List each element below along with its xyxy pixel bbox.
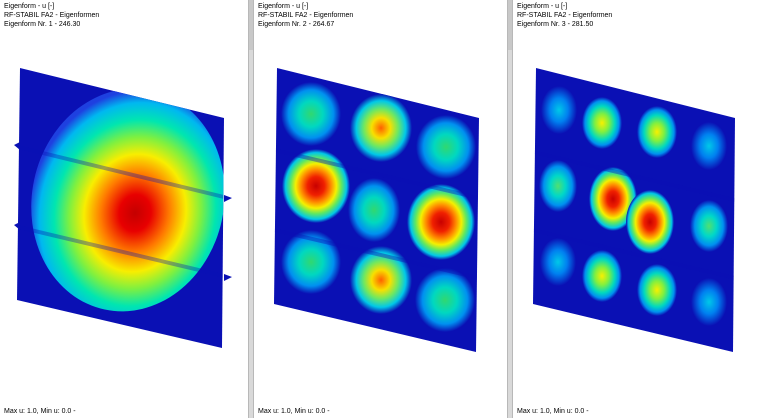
result-title: Eigenform - u [-] [4, 3, 55, 10]
panel-header: Eigenform - u [-] RF-STABIL FA2 - Eigenf… [517, 2, 612, 29]
eigenform-plot-2 [254, 0, 507, 418]
eigenform-plot-3 [513, 0, 760, 418]
eigenform-plot-1 [0, 0, 248, 418]
panel-footer: Max u: 1.0, Min u: 0.0 - [4, 408, 76, 415]
splitter-2[interactable] [507, 0, 513, 418]
deformation-contour [31, 88, 224, 312]
splitter-1[interactable] [248, 0, 254, 418]
eigenform-label: Eigenform Nr. 3 - 281.50 [517, 21, 594, 28]
eigenform-label: Eigenform Nr. 2 - 264.67 [258, 21, 335, 28]
panel-footer: Max u: 1.0, Min u: 0.0 - [517, 408, 589, 415]
panel-header: Eigenform - u [-] RF-STABIL FA2 - Eigenf… [258, 2, 353, 29]
viewport-panel-3[interactable]: Eigenform - u [-] RF-STABIL FA2 - Eigenf… [513, 0, 760, 418]
panel-footer: Max u: 1.0, Min u: 0.0 - [258, 408, 330, 415]
panel-header: Eigenform - u [-] RF-STABIL FA2 - Eigenf… [4, 2, 99, 29]
module-label: RF-STABIL FA2 - Eigenformen [517, 12, 613, 19]
eigenform-label: Eigenform Nr. 1 - 246.30 [4, 21, 81, 28]
viewport-panel-2[interactable]: Eigenform - u [-] RF-STABIL FA2 - Eigenf… [254, 0, 507, 418]
result-title: Eigenform - u [-] [517, 3, 568, 10]
result-title: Eigenform - u [-] [258, 3, 309, 10]
module-label: RF-STABIL FA2 - Eigenformen [258, 12, 354, 19]
viewport-panel-1[interactable]: Eigenform - u [-] RF-STABIL FA2 - Eigenf… [0, 0, 248, 418]
module-label: RF-STABIL FA2 - Eigenformen [4, 12, 100, 19]
